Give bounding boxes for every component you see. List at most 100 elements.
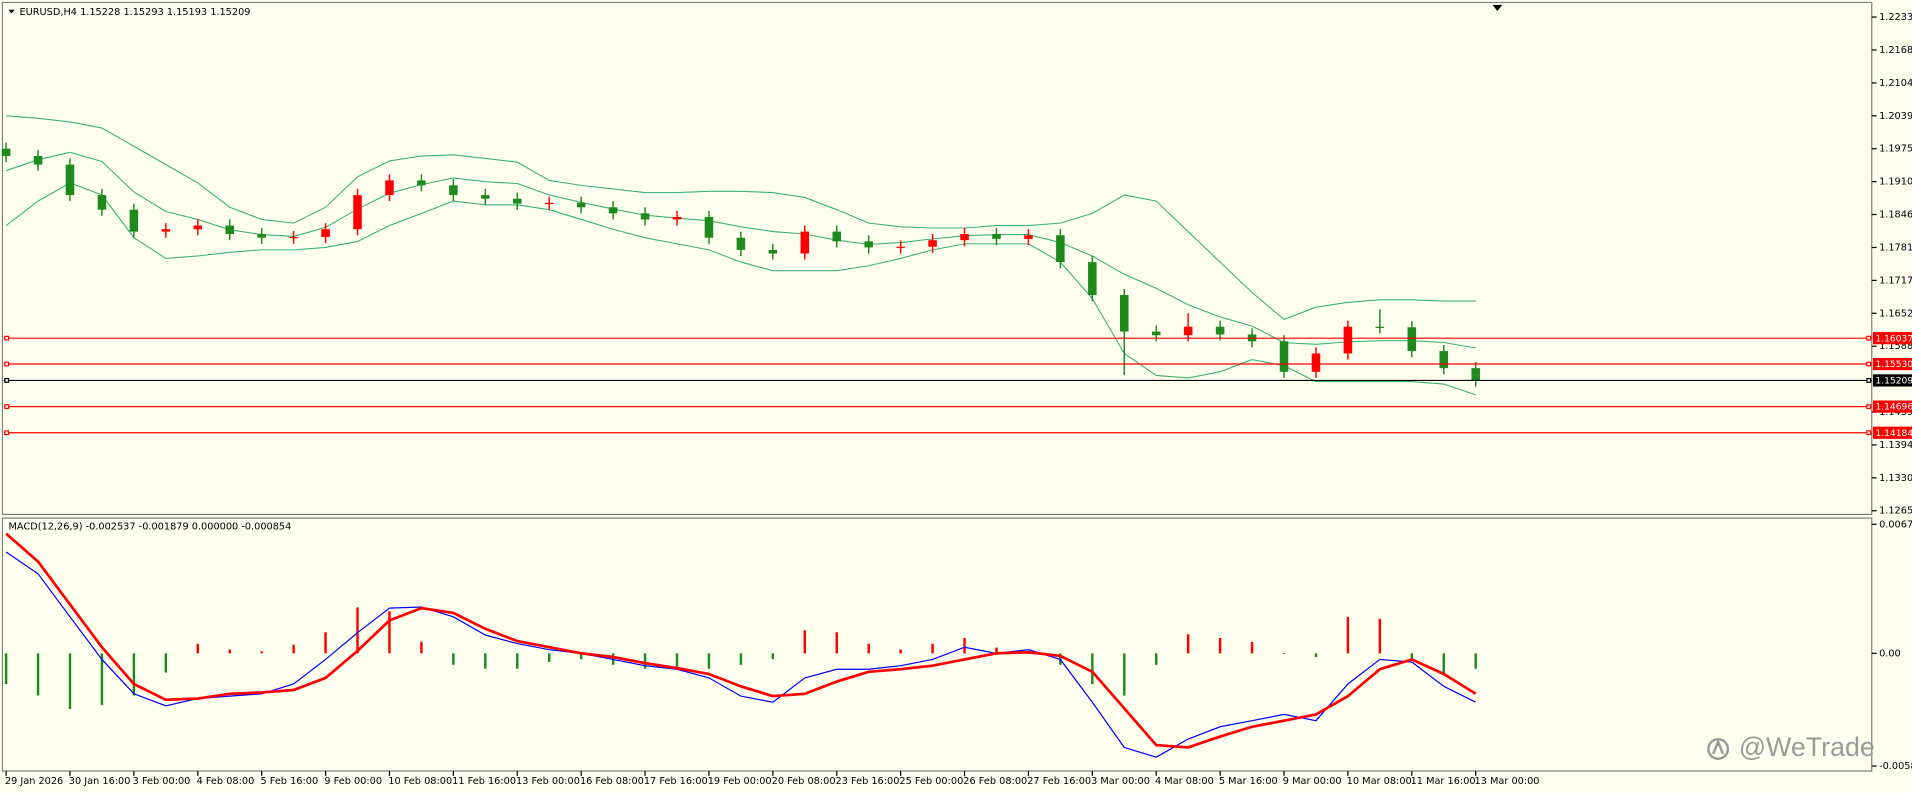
- histogram-bar: [867, 643, 870, 654]
- level-label: 1.15209: [1875, 377, 1912, 387]
- candle-body: [1407, 327, 1417, 352]
- histogram-bar: [1027, 653, 1030, 654]
- watermark: @WeTrade: [1739, 732, 1875, 762]
- candle-body: [704, 216, 714, 238]
- y-tick-label: 1.17170: [1879, 275, 1912, 286]
- level-handle: [4, 361, 10, 367]
- candle-body: [1183, 326, 1193, 336]
- histogram-bar: [324, 632, 327, 654]
- shift-marker: [1492, 4, 1503, 11]
- histogram-bar: [899, 649, 902, 654]
- candle-body: [1279, 341, 1289, 372]
- x-tick-label: 11 Mar 16:00: [1411, 776, 1476, 787]
- candle-body: [576, 202, 586, 208]
- candle-body: [608, 207, 618, 214]
- level-handle: [1866, 377, 1872, 383]
- level-badge: [1872, 374, 1912, 387]
- histogram-bar: [707, 653, 711, 669]
- x-tick-label: 19 Feb 00:00: [708, 776, 772, 787]
- candle-body: [1024, 235, 1033, 239]
- histogram-bar: [1155, 653, 1158, 665]
- histogram-bar: [1091, 653, 1094, 685]
- candle-body: [417, 180, 426, 186]
- histogram-bar: [420, 641, 423, 654]
- histogram-bar: [547, 653, 551, 662]
- x-tick-label: 20 Feb 08:00: [772, 776, 836, 787]
- candle-body: [960, 234, 969, 241]
- candle-body: [33, 156, 43, 165]
- histogram-bar: [1378, 618, 1382, 654]
- macd-line: [5, 532, 1477, 749]
- x-tick-label: 4 Mar 08:00: [1155, 776, 1214, 787]
- candle-body: [1, 148, 11, 157]
- histogram-bar: [1282, 653, 1286, 654]
- histogram-bar: [68, 653, 72, 709]
- y-tick-label: 1.22330: [1879, 12, 1912, 23]
- histogram-bar: [1314, 653, 1318, 658]
- histogram-bar: [516, 653, 519, 669]
- histogram-bar: [228, 649, 231, 654]
- histogram-bar: [4, 653, 8, 685]
- x-tick-label: 29 Jan 2026: [5, 776, 63, 787]
- bollinger-upper: [6, 115, 1476, 321]
- candle-body: [449, 185, 458, 196]
- y-tick-label: 1.19750: [1879, 144, 1912, 155]
- histogram-bar: [1474, 653, 1477, 669]
- histogram-bar: [643, 653, 647, 669]
- x-tick-label: 26 Feb 08:00: [963, 776, 1027, 787]
- histogram-bar: [260, 651, 263, 654]
- x-tick-label: 25 Feb 00:00: [899, 776, 963, 787]
- candle-body: [832, 231, 842, 242]
- candle-body: [321, 229, 330, 237]
- level-badge: [1872, 426, 1912, 439]
- x-tick-label: 23 Feb 16:00: [836, 776, 900, 787]
- y-tick-label: 1.13945: [1879, 440, 1912, 451]
- macd-line: [5, 551, 1476, 758]
- histogram-bar: [579, 653, 583, 660]
- candle-body: [97, 195, 107, 210]
- y-tick-label: 1.13300: [1879, 473, 1912, 484]
- histogram-bar: [1346, 616, 1350, 654]
- candle-body: [1120, 295, 1129, 332]
- x-tick-label: 11 Feb 16:00: [452, 776, 516, 787]
- x-tick-label: 10 Feb 08:00: [388, 776, 452, 787]
- histogram-bar: [196, 643, 200, 654]
- candle-body: [544, 202, 554, 205]
- histogram-bar: [739, 653, 743, 665]
- histogram-bar: [1410, 653, 1414, 660]
- histogram-bar: [356, 607, 359, 654]
- histogram-bar: [1442, 653, 1445, 675]
- histogram-bar: [995, 647, 998, 654]
- candle-body: [864, 241, 873, 248]
- x-tick-label: 3 Feb 00:00: [133, 776, 191, 787]
- histogram-bar: [164, 653, 168, 673]
- macd-title: MACD(12,26,9) -0.002537 -0.001879 0.0000…: [9, 522, 292, 533]
- y-tick-label: 1.12655: [1879, 506, 1912, 517]
- histogram-bar: [292, 644, 295, 654]
- histogram-bar: [1218, 638, 1222, 654]
- level-label: 1.16037: [1875, 334, 1912, 344]
- level-handle: [1866, 335, 1872, 341]
- histogram-bar: [36, 653, 40, 696]
- candle-body: [129, 209, 139, 232]
- y-tick-label: 1.21685: [1879, 45, 1912, 56]
- histogram-bar: [132, 653, 136, 696]
- candle-body: [1056, 235, 1065, 263]
- level-handle: [4, 404, 10, 410]
- level-handle: [4, 430, 10, 436]
- level-label: 1.14696: [1875, 403, 1912, 413]
- candle-body: [1215, 326, 1225, 335]
- x-tick-label: 4 Feb 08:00: [197, 776, 255, 787]
- menu-arrow: [8, 9, 15, 14]
- y-tick-label: 1.21040: [1879, 78, 1912, 89]
- macd-panel: [1, 517, 1873, 772]
- candle-body: [768, 249, 778, 254]
- level-handle: [4, 377, 10, 383]
- candle-body: [257, 234, 266, 238]
- price-panel: [1, 1, 1873, 516]
- bollinger-lower: [5, 182, 1476, 396]
- y-tick-label: 1.20395: [1879, 111, 1912, 122]
- histogram-bar: [388, 611, 391, 654]
